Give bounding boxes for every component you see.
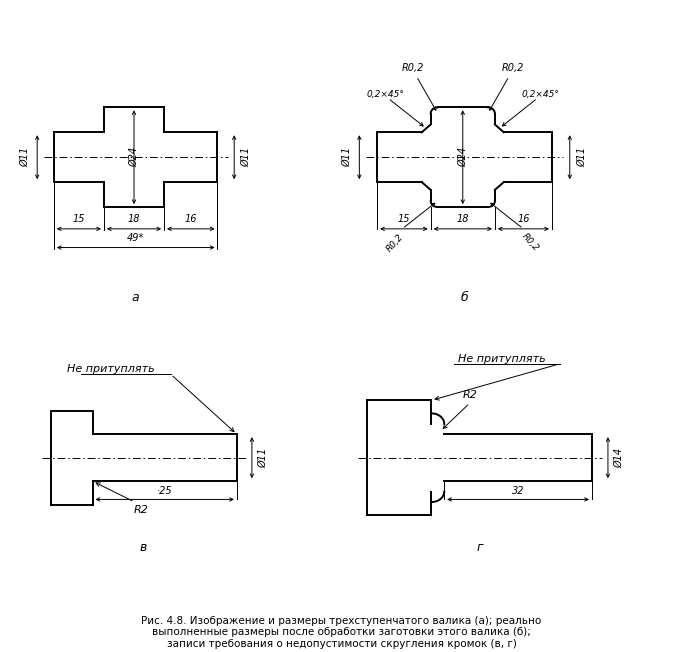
Text: Ø14: Ø14 (615, 448, 624, 467)
Text: Ø11: Ø11 (577, 147, 587, 168)
Text: R2: R2 (462, 391, 477, 400)
Text: 18: 18 (128, 214, 140, 224)
Text: Рис. 4.8. Изображение и размеры трехступенчатого валика (а); реально
выполненные: Рис. 4.8. Изображение и размеры трехступ… (141, 615, 542, 649)
Text: б: б (460, 291, 469, 304)
Text: 15: 15 (72, 214, 85, 224)
Text: ·25: ·25 (157, 486, 173, 496)
Text: Ø11: Ø11 (241, 147, 251, 168)
Text: 15: 15 (398, 214, 410, 224)
Text: Не притуплять: Не притуплять (458, 354, 546, 364)
Text: R0,2: R0,2 (501, 63, 524, 73)
Text: 0,2×45°: 0,2×45° (521, 91, 559, 99)
Text: Ø24: Ø24 (129, 147, 139, 168)
Text: 32: 32 (512, 486, 525, 496)
Text: Ø11: Ø11 (258, 448, 268, 467)
Text: R2: R2 (133, 505, 148, 514)
Text: Ø11: Ø11 (20, 147, 31, 168)
Text: R0,2: R0,2 (402, 63, 424, 73)
Text: 18: 18 (456, 214, 469, 224)
Text: 49*: 49* (127, 233, 144, 243)
Text: R0,2: R0,2 (520, 232, 541, 254)
Text: 0,2×45°: 0,2×45° (367, 91, 404, 99)
Text: в: в (140, 541, 148, 554)
Text: Не притуплять: Не притуплять (67, 364, 154, 374)
Text: 16: 16 (184, 214, 197, 224)
Text: Ø11: Ø11 (342, 147, 352, 168)
Text: R0,2: R0,2 (385, 232, 405, 254)
Text: г: г (476, 541, 483, 554)
Text: 16: 16 (517, 214, 529, 224)
Text: Ø24: Ø24 (458, 147, 468, 168)
Text: а: а (132, 291, 139, 304)
